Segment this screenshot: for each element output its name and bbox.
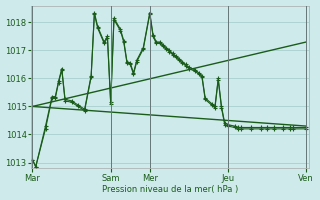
X-axis label: Pression niveau de la mer( hPa ): Pression niveau de la mer( hPa ) (102, 185, 238, 194)
